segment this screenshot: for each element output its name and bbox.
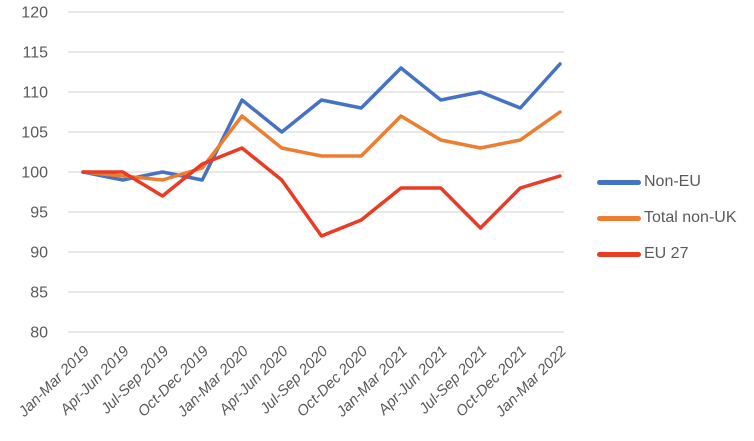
legend-label-eu-27: EU 27 [644, 245, 689, 262]
series-line-eu-27 [81, 146, 562, 238]
y-axis-tick-label: 115 [22, 45, 48, 62]
legend-label-non-eu: Non-EU [644, 173, 701, 190]
y-axis-tick-label: 100 [21, 165, 48, 182]
y-axis-tick-label: 105 [21, 125, 48, 142]
y-axis-tick-label: 85 [30, 285, 48, 302]
legend-line-swatch-total-non-uk [597, 215, 641, 221]
legend-item-total-non-uk: Total non-UK [597, 207, 737, 229]
legend-line-swatch-non-eu [597, 179, 641, 185]
legend: Non-EU Total non-UK EU 27 [597, 171, 737, 265]
x-axis-tick-label: Jan-Mar 2022 [492, 342, 571, 421]
y-axis-tick-label: 80 [30, 325, 48, 342]
y-axis-tick-label: 110 [22, 85, 48, 102]
y-axis-tick-label: 120 [21, 5, 48, 22]
y-axis-tick-label: 90 [30, 245, 48, 262]
legend-item-eu-27: EU 27 [597, 243, 737, 265]
legend-label-total-non-uk: Total non-UK [644, 209, 737, 226]
legend-line-swatch-eu-27 [597, 251, 641, 257]
series-line-total-non-uk [81, 110, 562, 182]
series-line-non-eu [81, 62, 562, 182]
legend-item-non-eu: Non-EU [597, 171, 737, 193]
y-axis-tick-label: 95 [30, 205, 48, 222]
